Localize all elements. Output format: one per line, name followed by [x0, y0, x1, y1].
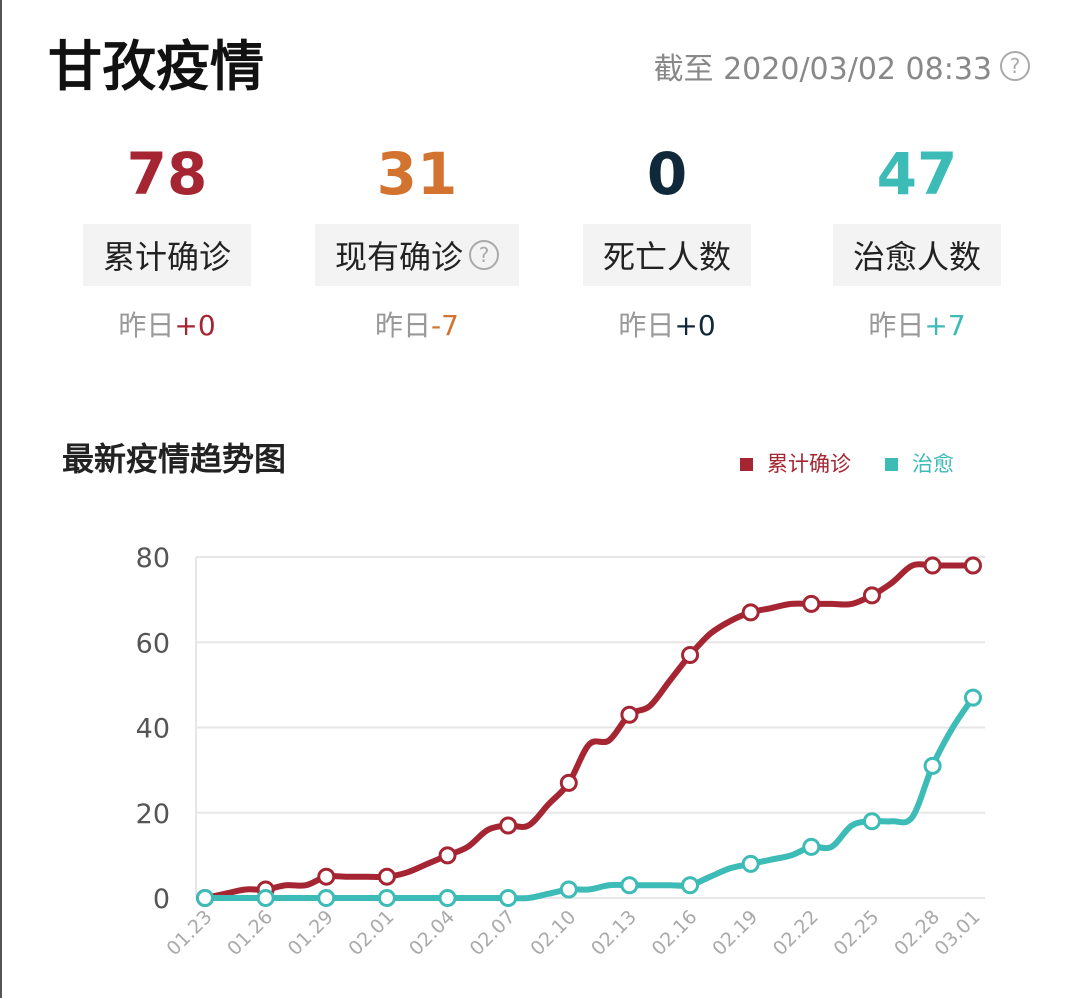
data-point-recovered	[317, 889, 336, 907]
legend-swatch	[885, 458, 898, 471]
timestamp: 截至 2020/03/02 08:33?	[654, 44, 1030, 88]
delta-value: -7	[431, 309, 459, 342]
page-title: 甘孜疫情	[48, 35, 264, 98]
delta-value: +0	[674, 309, 716, 342]
data-point-confirmed	[923, 556, 942, 575]
stat-label-text: 累计确诊	[102, 238, 231, 276]
data-point-confirmed	[681, 646, 700, 665]
y-tick-label: 80	[136, 543, 170, 574]
data-point-confirmed	[377, 867, 396, 886]
x-tick-label: 02.22	[769, 906, 823, 960]
data-point-recovered	[862, 812, 881, 831]
stat-value: 78	[126, 140, 208, 208]
stat-delta: 昨日+0	[118, 304, 215, 344]
x-tick-label: 01.26	[223, 906, 277, 960]
delta-prefix: 昨日	[118, 309, 175, 342]
y-tick-label: 20	[136, 799, 170, 830]
stat-delta: 昨日-7	[375, 304, 459, 344]
data-point-recovered	[196, 889, 214, 907]
question-circle-icon[interactable]: ?	[1000, 51, 1030, 81]
data-point-confirmed	[438, 846, 457, 865]
data-point-recovered	[802, 837, 821, 856]
data-point-confirmed	[317, 867, 336, 886]
delta-prefix: 昨日	[375, 309, 432, 342]
x-tick-label: 02.16	[648, 906, 702, 960]
x-tick-label: 02.13	[587, 906, 641, 960]
data-point-recovered	[681, 876, 700, 895]
series-line-confirmed	[204, 561, 973, 901]
data-point-confirmed	[802, 594, 821, 613]
x-tick-label: 02.04	[405, 906, 459, 960]
stat-label: 累计确诊	[82, 224, 251, 286]
x-tick-label: 02.10	[526, 906, 580, 960]
data-point-recovered	[923, 756, 942, 775]
legend-item-confirmed[interactable]: 累计确诊	[740, 448, 851, 478]
legend-label: 累计确诊	[767, 452, 851, 476]
stat-label-text: 现有确诊	[334, 238, 463, 276]
stat-confirmed: 78 累计确诊 昨日+0	[42, 140, 292, 344]
stats-row: 78 累计确诊 昨日+0 31 现有确诊? 昨日-7 0 死亡人数 昨日+0 4…	[42, 140, 1042, 344]
delta-value: +7	[924, 309, 966, 342]
stat-label-text: 治愈人数	[852, 238, 981, 276]
stat-delta: 昨日+0	[618, 304, 715, 344]
data-point-recovered	[377, 889, 396, 907]
x-tick-label: 02.25	[829, 906, 883, 960]
data-point-recovered	[559, 880, 578, 899]
x-tick-label: 02.28	[890, 906, 944, 960]
stat-label: 现有确诊?	[314, 224, 519, 286]
data-point-confirmed	[964, 556, 982, 575]
chart-legend: 累计确诊 治愈	[740, 448, 954, 478]
y-tick-label: 40	[136, 714, 170, 745]
x-tick-label: 02.01	[344, 906, 398, 960]
data-point-recovered	[741, 854, 760, 873]
chart-title: 最新疫情趋势图	[62, 440, 287, 478]
x-tick-label: 01.29	[284, 906, 338, 960]
data-point-recovered	[438, 889, 457, 907]
stat-value: 31	[376, 140, 458, 208]
data-point-recovered	[499, 889, 518, 907]
stat-value: 0	[646, 140, 688, 208]
y-tick-label: 0	[153, 884, 170, 915]
data-point-confirmed	[559, 773, 578, 792]
x-tick-label: 01.23	[163, 906, 217, 960]
legend-swatch	[740, 458, 753, 471]
delta-prefix: 昨日	[868, 309, 925, 342]
data-point-recovered	[256, 889, 275, 907]
stat-delta: 昨日+7	[868, 304, 965, 344]
timestamp-text: 截至 2020/03/02 08:33	[653, 52, 992, 87]
data-point-recovered	[620, 876, 639, 895]
data-point-confirmed	[499, 816, 518, 835]
stat-label: 死亡人数	[582, 224, 751, 286]
x-tick-label: 03.01	[931, 906, 985, 960]
stat-recovered: 47 治愈人数 昨日+7	[792, 140, 1042, 344]
x-tick-label: 02.19	[708, 906, 762, 960]
stat-label-text: 死亡人数	[602, 238, 731, 276]
x-tick-label: 02.07	[466, 906, 520, 960]
delta-value: +0	[174, 309, 216, 342]
delta-prefix: 昨日	[618, 309, 675, 342]
legend-label: 治愈	[912, 452, 954, 476]
stat-value: 47	[876, 140, 958, 208]
y-tick-label: 60	[136, 628, 170, 659]
data-point-confirmed	[862, 586, 881, 605]
stat-label: 治愈人数	[832, 224, 1001, 286]
question-circle-icon[interactable]: ?	[469, 240, 499, 270]
legend-item-recovered[interactable]: 治愈	[885, 448, 954, 478]
data-point-confirmed	[620, 705, 639, 724]
stat-deaths: 0 死亡人数 昨日+0	[542, 140, 792, 344]
data-point-recovered	[964, 688, 982, 707]
data-point-confirmed	[741, 603, 760, 622]
stat-current: 31 现有确诊? 昨日-7	[292, 140, 542, 344]
